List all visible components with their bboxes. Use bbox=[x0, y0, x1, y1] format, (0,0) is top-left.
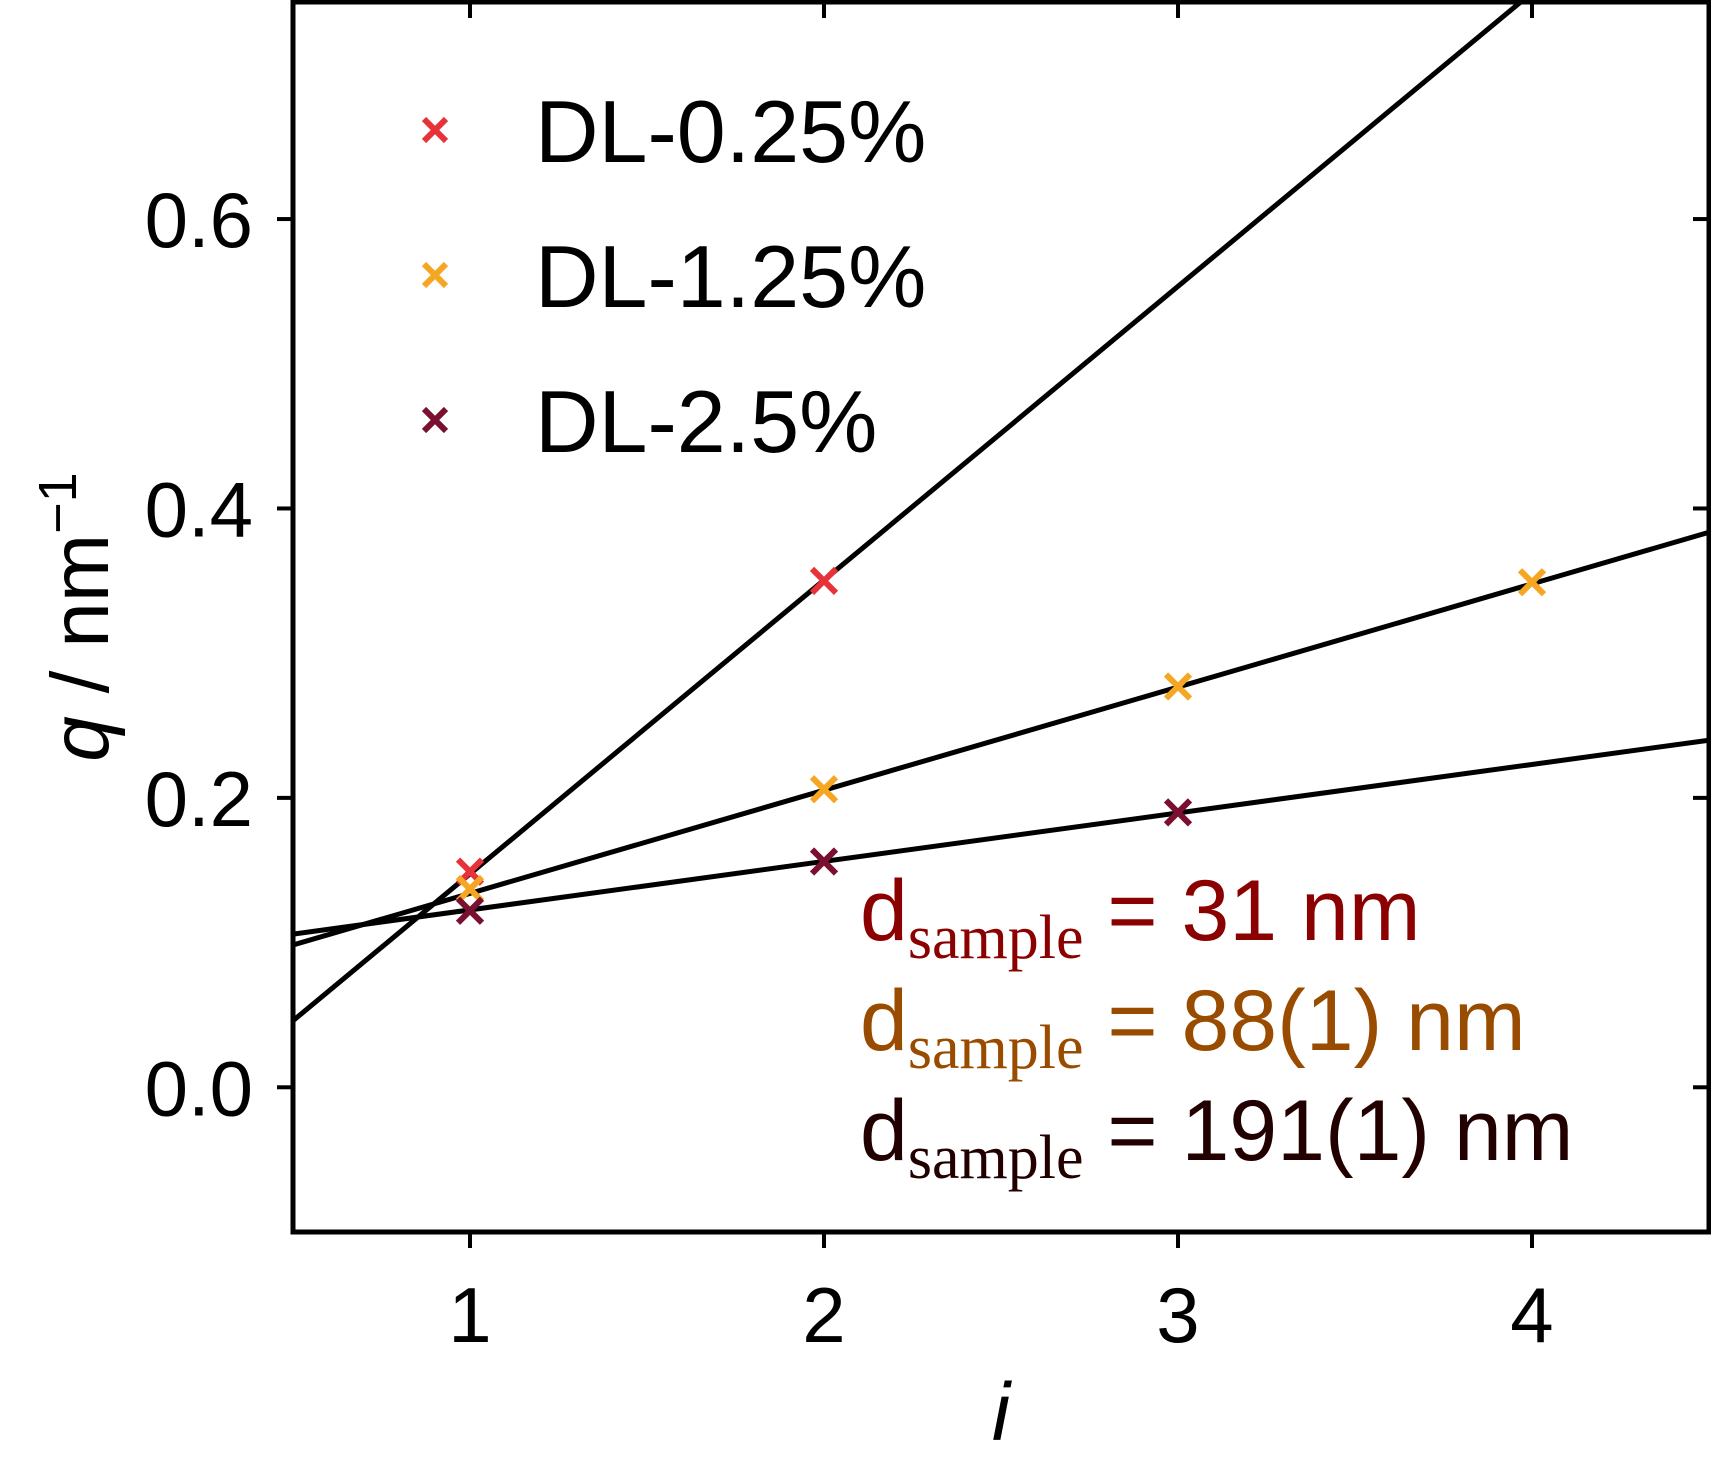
data-point-3-1 bbox=[455, 896, 485, 925]
annotation-symbol: d bbox=[860, 863, 908, 959]
plot-frame bbox=[290, 0, 1711, 1235]
annotation-value: = 88(1) nm bbox=[1083, 973, 1525, 1069]
data-point-2-3 bbox=[1163, 672, 1193, 701]
thickness-annotation: dsample = 88(1) nm bbox=[860, 973, 1526, 1082]
annotation-value: = 31 nm bbox=[1083, 863, 1420, 959]
y-axis-label-symbol: q bbox=[35, 716, 126, 762]
legend-marker-3 bbox=[421, 406, 449, 434]
data-point-2-1 bbox=[455, 874, 485, 904]
legend-label: DL-0.25% bbox=[535, 82, 926, 181]
data-point-2-4 bbox=[1517, 568, 1547, 597]
annotation-subscript: sample bbox=[908, 904, 1084, 972]
y-tick-label: 0.2 bbox=[145, 755, 253, 843]
y-tick-label: 0.4 bbox=[145, 465, 253, 553]
legend: DL-0.25% DL-1.25% DL-2.5% bbox=[421, 82, 926, 471]
x-tick-label: 4 bbox=[1510, 1271, 1553, 1359]
y-tick-label: 0.6 bbox=[145, 176, 253, 264]
x-axis-label: i bbox=[992, 1367, 1013, 1458]
thickness-annotation: dsample = 191(1) nm bbox=[860, 1083, 1573, 1192]
fit-line-1 bbox=[293, 2, 1525, 1023]
legend-label: DL-2.5% bbox=[535, 372, 877, 471]
y-axis-label: q / nm−1 bbox=[28, 472, 126, 761]
x-tick-label: 3 bbox=[1156, 1271, 1199, 1359]
legend-label: DL-1.25% bbox=[535, 227, 926, 326]
axis-ticks: 1 2 3 4 0.0 0.2 0.4 0.6 bbox=[145, 2, 1709, 1359]
y-axis-label-exponent: −1 bbox=[28, 472, 88, 534]
fit-line-3 bbox=[293, 737, 1709, 937]
legend-marker-2 bbox=[421, 261, 449, 289]
annotation-subscript: sample bbox=[908, 1124, 1084, 1192]
annotation-value: = 191(1) nm bbox=[1083, 1083, 1573, 1179]
thickness-annotation: dsample = 31 nm bbox=[860, 863, 1421, 972]
annotation-subscript: sample bbox=[908, 1014, 1084, 1082]
data-point-1-2 bbox=[809, 566, 839, 595]
annotation-symbol: d bbox=[860, 1083, 908, 1179]
legend-marker-1 bbox=[421, 116, 449, 144]
data-point-3-3 bbox=[1163, 798, 1193, 827]
data-point-3-2 bbox=[809, 847, 839, 876]
x-tick-label: 1 bbox=[448, 1271, 491, 1359]
annotation-symbol: d bbox=[860, 973, 908, 1069]
fit-line-2 bbox=[293, 529, 1709, 948]
x-tick-label: 2 bbox=[802, 1271, 845, 1359]
y-tick-label: 0.0 bbox=[145, 1044, 253, 1132]
fit-lines bbox=[293, 2, 1709, 1023]
data-markers bbox=[455, 566, 1547, 925]
y-axis-label-unit: / nm bbox=[35, 534, 126, 716]
data-point-2-2 bbox=[809, 775, 839, 804]
